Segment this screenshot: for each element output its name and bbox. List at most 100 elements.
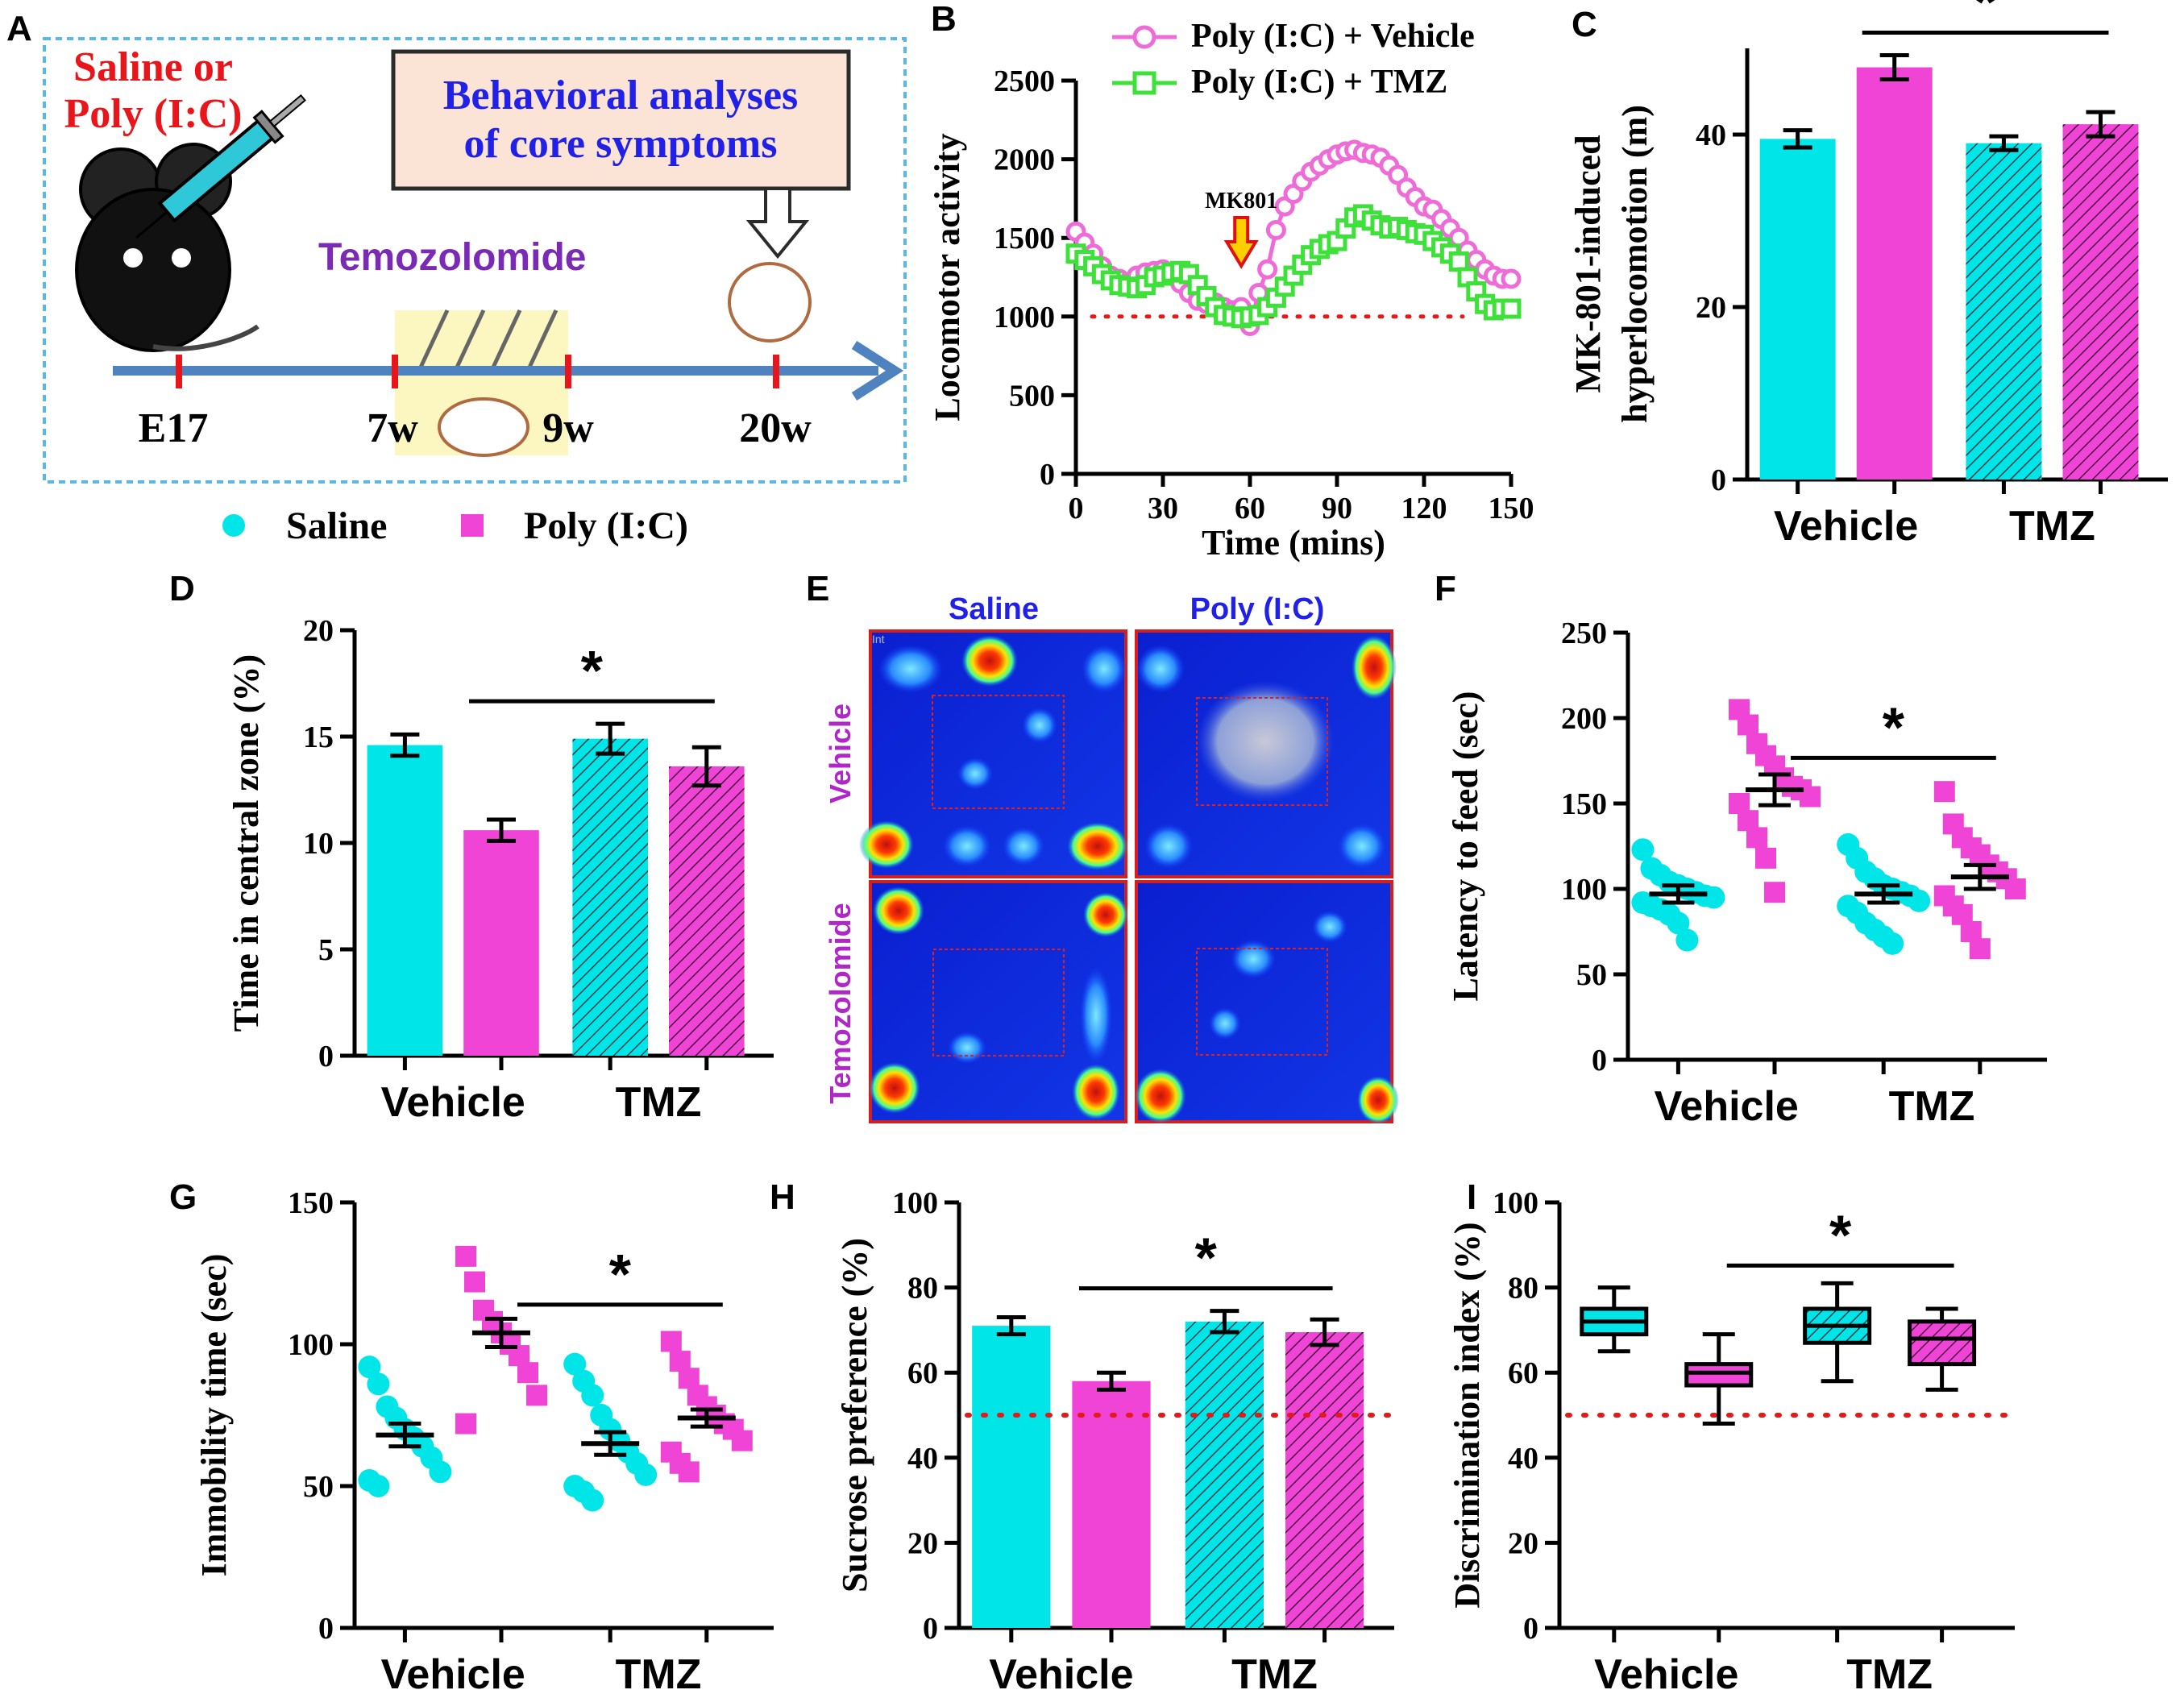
y-tick-label: 20	[907, 1526, 938, 1560]
y-tick-label: 250	[1561, 617, 1607, 650]
y-tick-label: 0	[318, 1612, 334, 1646]
chart-h-sucrose: H 0 20 40 60 80 100 Sucrose preference (%) Vehic…	[770, 1177, 1397, 1694]
data-point	[581, 1488, 604, 1512]
legend-saline-label: Saline	[286, 504, 387, 547]
y-tick-label: 2000	[994, 143, 1055, 177]
y-tick-label: 2500	[994, 64, 1055, 98]
y-tick-label: 0	[1592, 1044, 1607, 1077]
chart-f-latency: F 0 50 100 150 200 250 Latency to feed (sec) Veh…	[1435, 569, 2047, 1130]
bar	[2062, 124, 2139, 480]
mk801-arrow-icon	[1223, 216, 1259, 269]
panel-e: E Saline Poly (I:C) Vehicle Temozolomide…	[806, 569, 1399, 1124]
data-point	[660, 1331, 682, 1352]
bar	[1185, 1321, 1264, 1628]
y-tick-label: 40	[1696, 118, 1726, 152]
chart-b-locomotor: B 0 500 1000 1500 2000 2500 Locomotor activity 0…	[928, 0, 1534, 563]
y-tick-label: 50	[1576, 958, 1607, 992]
data-point	[1257, 259, 1278, 280]
y-tick-label: 15	[303, 720, 334, 754]
data-point	[1933, 781, 1955, 803]
x-tick-label: 30	[1148, 492, 1178, 525]
behavioral-box-line2: of core symptoms	[464, 121, 778, 167]
x-category-label: Vehicle	[1594, 1651, 1738, 1694]
data-point	[1501, 298, 1522, 319]
data-point	[526, 1385, 547, 1406]
x-tick-label: 120	[1401, 492, 1447, 525]
y-tick-label: 80	[1508, 1272, 1538, 1306]
x-category-label: Vehicle	[381, 1079, 525, 1126]
y-axis-label: Locomotor activity	[928, 133, 967, 421]
data-point	[678, 1461, 700, 1483]
timeline-label-20w: 20w	[739, 405, 812, 451]
data-point	[563, 1352, 587, 1376]
y-tick-label: 50	[303, 1470, 334, 1504]
x-tick-label: 60	[1235, 492, 1265, 525]
panel-c-label: C	[1572, 5, 1597, 44]
data-point	[464, 1271, 485, 1293]
adult-mouse-icon	[728, 262, 812, 343]
x-category-label: TMZ	[616, 1079, 702, 1126]
data-point	[1738, 714, 1758, 736]
heatmap-row-vehicle: Vehicle	[824, 704, 857, 803]
timeline-label-9w: 9w	[542, 405, 594, 451]
significance-star: *	[581, 639, 604, 702]
y-tick-label: 40	[1508, 1442, 1538, 1476]
box	[1684, 1362, 1754, 1388]
y-axis-label: Latency to feed (sec)	[1446, 691, 1485, 1002]
data-point	[1969, 938, 1991, 960]
data-point	[1501, 268, 1522, 289]
heatmap-corner-mark: Int	[872, 633, 885, 646]
legend-polyic-label: Poly (I:C)	[524, 504, 688, 547]
bar	[1966, 143, 2042, 480]
data-point	[1631, 838, 1655, 862]
y-tick-label: 60	[907, 1356, 938, 1390]
y-axis-label-line1: MK-801-induced	[1568, 135, 1608, 392]
y-tick-label: 0	[318, 1040, 334, 1073]
legend-label: Poly (I:C) + Vehicle	[1191, 18, 1475, 55]
y-axis-label-line2: hyperlocomotion (m)	[1615, 105, 1655, 423]
timeline-label-e17: E17	[139, 405, 209, 451]
y-tick-label: 200	[1561, 702, 1607, 736]
significance-star: *	[1195, 1227, 1218, 1289]
panel-f-label: F	[1435, 569, 1456, 608]
significance-star: *	[1883, 695, 1905, 758]
y-tick-label: 20	[1508, 1526, 1538, 1560]
data-point	[429, 1460, 452, 1484]
y-tick-label: 100	[1561, 873, 1607, 907]
panel-a: A Saline or Poly (I:C) Behavioral analys…	[6, 9, 907, 547]
y-tick-label: 10	[303, 827, 334, 861]
data-point	[455, 1413, 476, 1435]
behavioral-analyses-box	[391, 49, 851, 191]
bar	[572, 738, 648, 1056]
y-axis-label: Discrimination index (%)	[1447, 1222, 1487, 1608]
down-arrow-icon	[745, 187, 810, 259]
data-point	[1764, 882, 1785, 903]
y-tick-label: 500	[1009, 379, 1055, 413]
panel-g-label: G	[169, 1177, 197, 1217]
box	[1908, 1319, 1977, 1367]
x-tick-label: 90	[1322, 492, 1352, 525]
data-point	[358, 1356, 381, 1379]
mk801-annotation: MK801	[1205, 189, 1277, 214]
data-point	[1265, 219, 1286, 240]
timeline-arrow-icon	[851, 340, 904, 401]
heatmap-col-polyic: Poly (I:C)	[1190, 592, 1325, 626]
data-point	[1746, 827, 1767, 849]
behavioral-box-line1: Behavioral analyses	[443, 73, 799, 118]
data-point	[634, 1463, 658, 1486]
x-category-label: Vehicle	[1774, 503, 1918, 550]
data-point	[1755, 847, 1776, 869]
y-axis-label: Time in central zone (%)	[226, 654, 266, 1032]
significance-star: *	[609, 1243, 632, 1306]
x-tick-label: 150	[1489, 492, 1534, 525]
syringe-icon	[135, 93, 306, 239]
legend-label: Poly (I:C) + TMZ	[1191, 64, 1447, 101]
data-point	[1881, 932, 1904, 955]
y-tick-label: 80	[907, 1272, 938, 1306]
y-tick-label: 0	[1040, 458, 1055, 492]
y-axis-label: Immobility time (sec)	[194, 1254, 234, 1577]
heatmap-polyic-vehicle	[1135, 629, 1397, 878]
legend-polyic-marker	[461, 514, 484, 537]
x-category-label: TMZ	[1231, 1651, 1318, 1694]
panel-h-label: H	[770, 1177, 795, 1217]
